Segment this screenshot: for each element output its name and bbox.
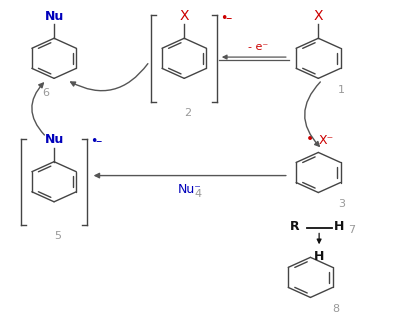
Text: –: – bbox=[226, 12, 232, 25]
Text: •: • bbox=[220, 12, 228, 25]
Text: –: – bbox=[96, 135, 102, 148]
Text: R: R bbox=[290, 220, 299, 233]
Text: 2: 2 bbox=[185, 108, 192, 118]
FancyArrowPatch shape bbox=[71, 64, 148, 91]
Text: - e⁻: - e⁻ bbox=[248, 42, 268, 52]
Text: 7: 7 bbox=[348, 225, 355, 235]
Text: 6: 6 bbox=[43, 88, 50, 98]
Text: X: X bbox=[314, 9, 323, 23]
Text: H: H bbox=[314, 250, 324, 263]
Text: 1: 1 bbox=[338, 85, 345, 94]
Text: X⁻: X⁻ bbox=[318, 134, 334, 147]
FancyArrowPatch shape bbox=[305, 82, 320, 146]
Text: X: X bbox=[180, 9, 189, 23]
Text: •: • bbox=[306, 132, 314, 146]
Text: H: H bbox=[334, 220, 344, 233]
Text: Nu: Nu bbox=[44, 10, 64, 23]
Text: 3: 3 bbox=[338, 199, 345, 209]
Text: 5: 5 bbox=[54, 231, 62, 241]
Text: Nu: Nu bbox=[44, 133, 64, 146]
Text: •: • bbox=[90, 135, 97, 148]
FancyArrowPatch shape bbox=[32, 83, 44, 135]
Text: Nu⁻: Nu⁻ bbox=[178, 183, 202, 196]
Text: 8: 8 bbox=[332, 304, 339, 314]
Text: 4: 4 bbox=[194, 189, 201, 198]
